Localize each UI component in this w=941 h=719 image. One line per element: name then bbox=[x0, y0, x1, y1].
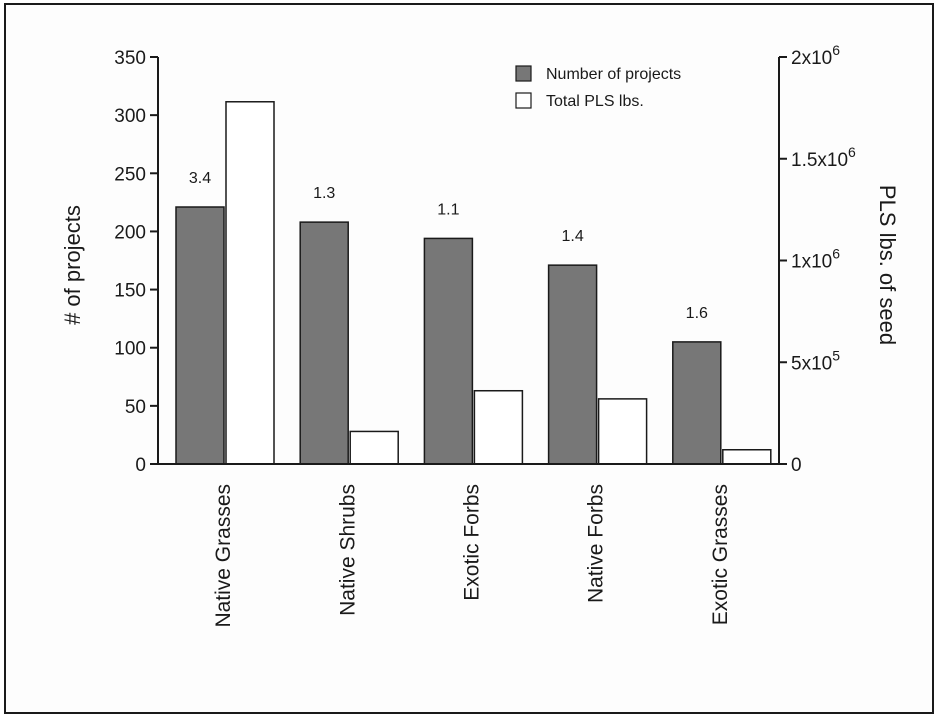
bar-total-pls-lbs bbox=[473, 389, 524, 465]
y2-tick-exponent: 6 bbox=[832, 246, 840, 262]
x-tick-label: Native Shrubs bbox=[336, 484, 359, 616]
legend-swatch bbox=[515, 65, 532, 82]
bar-number-of-projects bbox=[672, 341, 722, 465]
bar-total-pls-lbs bbox=[597, 398, 648, 465]
y-tick-label: 100 bbox=[114, 339, 146, 360]
bar-number-of-projects bbox=[175, 206, 225, 465]
y-tick-label: 0 bbox=[135, 455, 146, 476]
y-tick-label: 200 bbox=[114, 222, 146, 243]
x-tick-label: Exotic Grasses bbox=[709, 484, 732, 625]
legend: Number of projects Total PLS lbs. bbox=[515, 65, 681, 110]
bar-total-pls-lbs bbox=[225, 101, 275, 465]
legend-label: Total PLS lbs. bbox=[546, 93, 644, 110]
y-tick-label: 350 bbox=[114, 48, 146, 69]
bar-data-label: 1.4 bbox=[561, 228, 583, 245]
y-tick-label: 250 bbox=[114, 164, 146, 185]
y2-tick-exponent: 5 bbox=[832, 347, 840, 363]
bar-number-of-projects bbox=[423, 237, 474, 465]
bar-total-pls-lbs bbox=[722, 449, 772, 465]
x-tick-label: Exotic Forbs bbox=[461, 484, 484, 601]
y-tick-label: 150 bbox=[114, 281, 146, 302]
y2-tick-label: 1x106 bbox=[791, 246, 840, 273]
y2-tick-label: 1.5x106 bbox=[791, 144, 856, 171]
y2-tick-exponent: 6 bbox=[848, 144, 856, 160]
y-axis-title: # of projects bbox=[60, 205, 85, 325]
y2-tick-exponent: 6 bbox=[832, 42, 840, 58]
y2-axis-title: PLS lbs. of seed bbox=[875, 185, 900, 345]
bar-number-of-projects bbox=[299, 221, 349, 465]
bar-data-label: 1.1 bbox=[437, 201, 459, 218]
bar-total-pls-lbs bbox=[349, 430, 399, 465]
y-tick-label: 300 bbox=[114, 106, 146, 127]
bars-layer: 3.4 1.3 1.1 1.4 1.6 bbox=[175, 101, 772, 465]
bar-number-of-projects bbox=[547, 264, 598, 465]
y-tick-label: 50 bbox=[125, 397, 146, 418]
y2-tick-label: 0 bbox=[791, 455, 802, 476]
y2-tick-label: 2x106 bbox=[791, 42, 840, 69]
x-tick-label: Native Grasses bbox=[212, 484, 235, 628]
y2-tick-label: 5x105 bbox=[791, 347, 840, 374]
bar-data-label: 1.3 bbox=[313, 185, 335, 202]
bar-data-label: 1.6 bbox=[686, 305, 708, 322]
legend-label: Number of projects bbox=[546, 66, 681, 83]
legend-swatch bbox=[515, 92, 532, 109]
x-tick-label: Native Forbs bbox=[585, 484, 608, 603]
bar-data-label: 3.4 bbox=[189, 170, 211, 187]
